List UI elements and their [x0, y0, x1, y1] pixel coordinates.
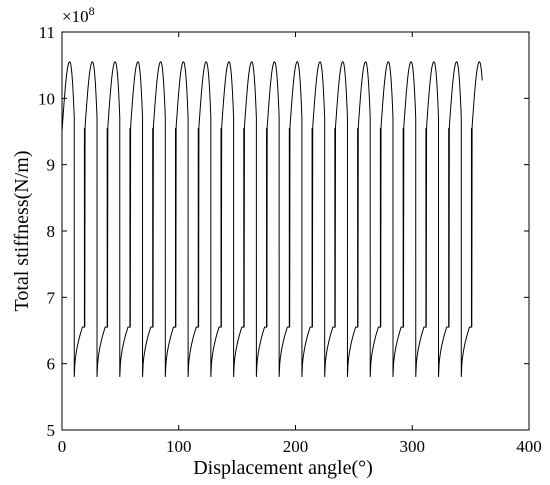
y-tick-label: 8 [47, 222, 56, 241]
y-tick-label: 7 [47, 288, 56, 307]
stiffness-series-line [61, 61, 483, 377]
y-scale-exponent: 8 [89, 4, 95, 18]
y-tick-label: 6 [47, 355, 56, 374]
y-tick-label: 11 [39, 23, 55, 42]
x-tick-label: 400 [516, 437, 542, 456]
y-axis-title: Total stiffness(N/m) [11, 151, 33, 312]
x-tick-label: 0 [58, 437, 67, 456]
x-ticks: 0 100 200 300 400 [58, 32, 542, 456]
y-tick-label: 10 [38, 89, 55, 108]
plot-area [61, 31, 530, 431]
x-tick-label: 200 [283, 437, 309, 456]
y-tick-label: 9 [47, 156, 56, 175]
x-tick-label: 300 [400, 437, 426, 456]
x-tick-label: 100 [166, 437, 192, 456]
y-scale-label: ×108 [62, 4, 95, 26]
y-tick-label: 5 [47, 421, 56, 440]
y-ticks: 5 6 7 8 9 10 11 [38, 23, 529, 440]
x-axis-title: Displacement angle(°) [193, 457, 373, 479]
